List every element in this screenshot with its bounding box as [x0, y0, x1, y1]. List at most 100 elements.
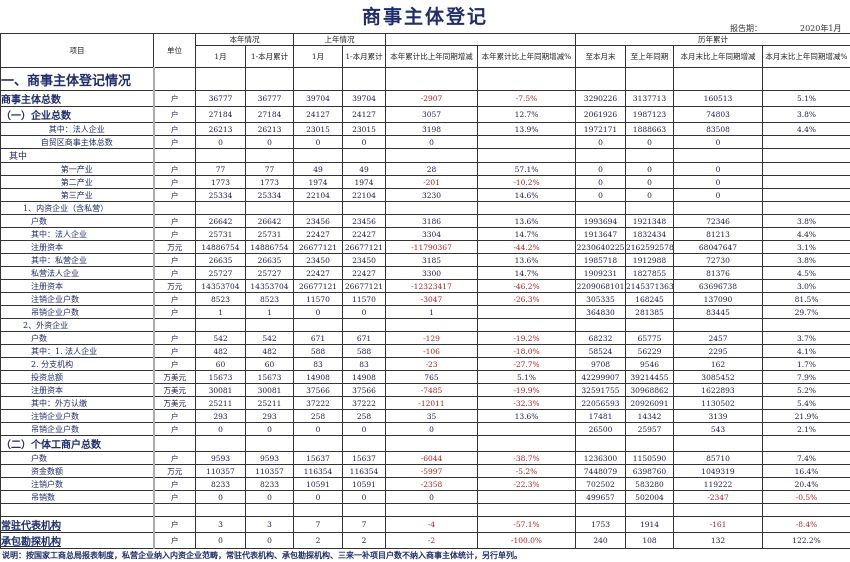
cell-value: 22427 [293, 227, 343, 241]
cell-value: 3186 [385, 214, 478, 228]
cell-value: 482 [195, 344, 246, 358]
cell-value: -8.4% [762, 516, 850, 533]
cell-value: 0 [673, 162, 763, 176]
cell-value: 3.7% [762, 331, 850, 345]
cell-value [293, 148, 343, 163]
cell-value: 22427 [293, 266, 343, 280]
cell-value [673, 148, 763, 163]
cell-value: -18.0% [477, 344, 576, 358]
cell-value [385, 67, 478, 91]
cell-value: 2061926 [575, 106, 626, 123]
row-unit: 万元 [153, 240, 196, 254]
cell-value: 39704 [293, 90, 343, 107]
table-row [0, 503, 850, 517]
cell-value: 160513 [673, 90, 763, 107]
cell-value: -2358 [385, 477, 478, 491]
cell-value: 0 [245, 135, 294, 149]
cell-value: 5.1% [762, 90, 850, 107]
cell-value [625, 503, 674, 517]
cell-value: 14886754 [195, 240, 246, 254]
cell-value: 3 [245, 516, 294, 533]
cell-value: 1773 [195, 175, 246, 189]
cell-value: 702502 [575, 477, 626, 491]
cell-value [293, 435, 343, 452]
cell-value: 1622893 [673, 383, 763, 397]
row-unit: 户 [153, 227, 196, 241]
cell-value: 3290226 [575, 90, 626, 107]
cell-value: 37222 [293, 396, 343, 410]
cell-value: 26642 [195, 214, 246, 228]
cell-value: 81376 [673, 266, 763, 280]
cell-value: 81213 [673, 227, 763, 241]
cell-value: -44.2% [477, 240, 576, 254]
row-label: 一、商事主体登记情况 [0, 67, 155, 91]
cell-value: 132 [673, 532, 763, 549]
row-label: 其中：法人企业 [0, 122, 155, 136]
cell-value: 26677121 [293, 279, 343, 293]
cell-value [245, 148, 294, 163]
cell-value: 1832434 [625, 227, 674, 241]
cell-value: 1993694 [575, 214, 626, 228]
cell-value: 122.2% [762, 532, 850, 549]
row-unit: 户 [153, 516, 196, 533]
cell-value: 7448079 [575, 464, 626, 478]
row-label: 注册资本 [0, 383, 155, 397]
cell-value: 14.6% [477, 188, 576, 202]
header-item: 项目 [0, 33, 154, 68]
cell-value: 3.8% [762, 106, 850, 123]
cell-value: 32591755 [575, 383, 626, 397]
cell-value: 60 [245, 357, 294, 371]
cell-value: 3.8% [762, 253, 850, 267]
cell-value: 0 [625, 162, 674, 176]
cell-value: 9593 [245, 451, 294, 465]
table-row: 2. 分支机构户 60 60 83 83 -23 -27.7% 9708 9546 162 1.7% [0, 357, 850, 371]
cell-value [673, 435, 763, 452]
cell-value: 1987123 [625, 106, 674, 123]
cell-value: 2 [293, 532, 343, 549]
table-row: 第二产业户 1773 1773 1974 1974 -201 -10.2% 0 0 0 [0, 175, 850, 189]
cell-value [195, 67, 246, 91]
cell-value: -106 [385, 344, 478, 358]
cell-value: 305335 [575, 292, 626, 306]
table-row: 户数户 26642 26642 23456 23456 3186 13.6% 1993694 1… [0, 214, 850, 228]
footnote: 说明：按国家工商总局报表制度，私营企业纳入内资企业范畴，常驻代表机构、承包勘探机… [2, 551, 522, 560]
table-row: 商事主体总数户 36777 36777 39704 39704 -2907 -7.5% 329… [0, 90, 850, 107]
cell-value: 26635 [245, 253, 294, 267]
cell-value: 3085452 [673, 370, 763, 384]
column-header: 本月末比上年同期增减% [762, 45, 850, 68]
cell-value: 37222 [342, 396, 386, 410]
row-unit: 户 [153, 422, 196, 436]
cell-value: 23450 [342, 253, 386, 267]
cell-value: -2 [385, 532, 478, 549]
cell-value: 258 [342, 409, 386, 423]
header-unit: 单位 [153, 33, 196, 68]
cell-value: 26677121 [342, 279, 386, 293]
row-label: 注册资本 [0, 240, 155, 254]
cell-value: 2457 [673, 331, 763, 345]
page-title: 商事主体登记 [361, 6, 488, 28]
cell-value: 9593 [195, 451, 246, 465]
cell-value [575, 201, 626, 215]
cell-value: 3.8% [762, 214, 850, 228]
row-label: 户数 [0, 214, 155, 228]
cell-value [575, 67, 626, 91]
cell-value: 3185 [385, 253, 478, 267]
cell-value: 2230640225 [575, 240, 626, 254]
cell-value: 8233 [195, 477, 246, 491]
cell-value: -2907 [385, 90, 478, 107]
cell-value [245, 318, 294, 332]
row-label: 吊销企业户数 [0, 305, 155, 319]
cell-value: 25211 [245, 396, 294, 410]
row-unit [153, 503, 196, 517]
row-unit: 户 [153, 344, 196, 358]
cell-value: 23456 [342, 214, 386, 228]
cell-value: 63696738 [673, 279, 763, 293]
row-unit: 户 [153, 162, 196, 176]
cell-value: 15637 [342, 451, 386, 465]
row-unit: 户 [153, 214, 196, 228]
cell-value: -19.9% [477, 383, 576, 397]
cell-value: 14886754 [245, 240, 294, 254]
cell-value: 13.6% [477, 409, 576, 423]
cell-value: 0 [293, 422, 343, 436]
cell-value: -4 [385, 516, 478, 533]
